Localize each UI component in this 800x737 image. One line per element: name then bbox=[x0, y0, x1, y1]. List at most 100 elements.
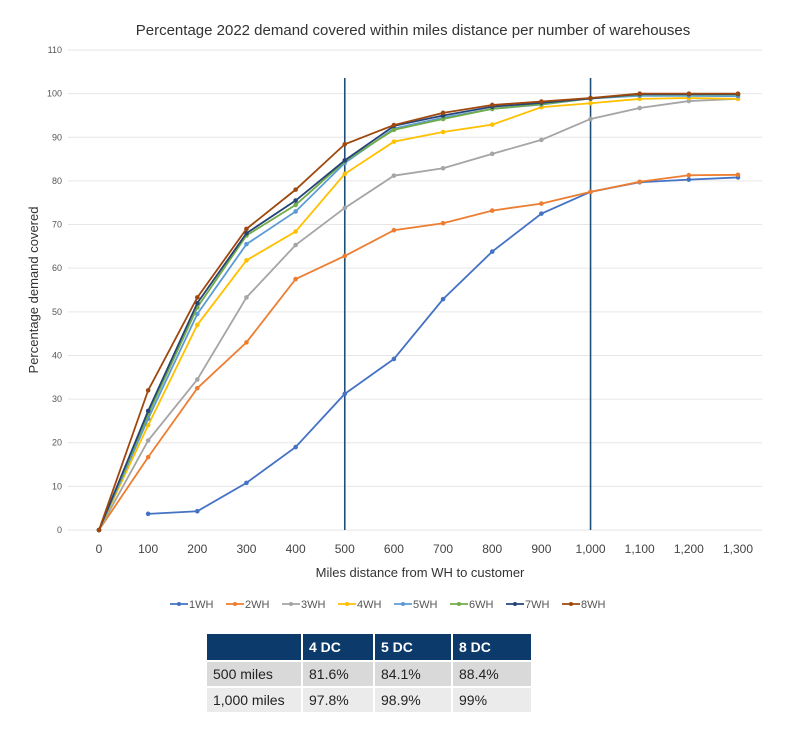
data-point bbox=[244, 295, 249, 300]
legend-label: 4WH bbox=[357, 599, 382, 611]
data-point bbox=[96, 527, 102, 533]
legend-label: 8WH bbox=[581, 599, 606, 611]
table-header-row: 4 DC 5 DC 8 DC bbox=[207, 634, 531, 660]
y-tick-label: 60 bbox=[52, 263, 62, 273]
line-chart: Percentage 2022 demand covered within mi… bbox=[26, 22, 762, 611]
table-cell: 98.9% bbox=[375, 688, 451, 712]
legend-marker-icon bbox=[289, 602, 293, 606]
table-header-cell: 4 DC bbox=[303, 634, 373, 660]
data-point bbox=[686, 91, 692, 96]
table-header-cell bbox=[207, 634, 301, 660]
data-point bbox=[440, 116, 446, 122]
legend-item: 1WH bbox=[170, 599, 214, 611]
series-2WH bbox=[96, 172, 741, 533]
data-point bbox=[342, 171, 348, 177]
data-point bbox=[293, 276, 298, 282]
x-tick-label: 600 bbox=[384, 542, 404, 556]
data-point bbox=[293, 444, 298, 450]
x-tick-label: 500 bbox=[335, 542, 355, 556]
data-point bbox=[588, 189, 593, 195]
legend-item: 8WH bbox=[562, 599, 606, 611]
data-point bbox=[440, 296, 446, 302]
data-point bbox=[293, 209, 298, 214]
x-tick-label: 100 bbox=[138, 542, 158, 556]
legend-item: 6WH bbox=[450, 599, 494, 611]
table-cell: 500 miles bbox=[207, 662, 301, 686]
data-point bbox=[145, 388, 151, 393]
data-point bbox=[195, 311, 200, 317]
data-point bbox=[440, 129, 446, 135]
series-line bbox=[98, 97, 739, 531]
data-point bbox=[244, 241, 249, 247]
series-8WH bbox=[96, 91, 741, 533]
y-tick-label: 40 bbox=[52, 350, 62, 360]
data-point bbox=[440, 110, 446, 116]
y-tick-label: 0 bbox=[57, 525, 62, 535]
y-tick-label: 50 bbox=[52, 307, 62, 317]
data-point bbox=[735, 91, 741, 96]
table-cell: 99% bbox=[453, 688, 531, 712]
data-point bbox=[342, 205, 348, 211]
data-point bbox=[588, 100, 593, 106]
data-point bbox=[539, 137, 544, 143]
data-point bbox=[145, 511, 151, 517]
x-tick-label: 1,000 bbox=[576, 542, 606, 556]
table-cell: 88.4% bbox=[453, 662, 531, 686]
data-point bbox=[489, 249, 495, 254]
y-tick-label: 100 bbox=[47, 89, 62, 99]
table-row: 1,000 miles 97.8% 98.9% 99% bbox=[207, 688, 531, 712]
legend-item: 7WH bbox=[506, 599, 550, 611]
legend-item: 5WH bbox=[394, 599, 438, 611]
series-line bbox=[98, 173, 739, 531]
x-tick-label: 700 bbox=[433, 542, 453, 556]
data-point bbox=[440, 165, 446, 171]
series-line bbox=[98, 94, 739, 531]
data-point bbox=[293, 187, 298, 192]
data-point bbox=[440, 220, 446, 226]
data-point bbox=[195, 377, 200, 382]
data-point bbox=[145, 454, 151, 460]
x-tick-label: 300 bbox=[236, 542, 256, 556]
data-point bbox=[735, 172, 741, 178]
table-row: 500 miles 81.6% 84.1% 88.4% bbox=[207, 662, 531, 686]
y-axis-label: Percentage demand covered bbox=[26, 207, 41, 374]
y-tick-label: 80 bbox=[52, 176, 62, 186]
data-point bbox=[244, 340, 249, 345]
y-tick-label: 70 bbox=[52, 220, 62, 230]
summary-table: 4 DC 5 DC 8 DC 500 miles 81.6% 84.1% 88.… bbox=[205, 632, 533, 714]
data-point bbox=[195, 300, 200, 306]
legend: 1WH 2WH 3WH 4WH 5WH 6WH 7WH 8WH bbox=[170, 599, 606, 611]
legend-marker-icon bbox=[233, 602, 237, 606]
data-point bbox=[195, 385, 200, 391]
table-header-cell: 5 DC bbox=[375, 634, 451, 660]
data-point bbox=[293, 229, 298, 234]
legend-marker-icon bbox=[177, 602, 181, 606]
data-point bbox=[489, 102, 495, 108]
data-point bbox=[244, 226, 249, 232]
table-cell: 81.6% bbox=[303, 662, 373, 686]
data-point bbox=[391, 139, 397, 144]
data-point bbox=[293, 198, 298, 203]
series-1WH bbox=[145, 175, 741, 517]
data-point bbox=[637, 91, 642, 96]
legend-marker-icon bbox=[569, 602, 573, 606]
data-point bbox=[489, 151, 495, 157]
data-point bbox=[391, 356, 397, 362]
x-tick-label: 400 bbox=[286, 542, 306, 556]
data-point bbox=[686, 177, 692, 182]
data-point bbox=[637, 179, 642, 185]
data-point bbox=[391, 122, 397, 128]
y-tick-label: 20 bbox=[52, 438, 62, 448]
legend-item: 3WH bbox=[282, 599, 326, 611]
legend-label: 6WH bbox=[469, 599, 494, 611]
data-point bbox=[342, 158, 348, 163]
y-tick-label: 30 bbox=[52, 394, 62, 404]
chart-title: Percentage 2022 demand covered within mi… bbox=[136, 22, 691, 39]
data-point bbox=[588, 116, 593, 122]
data-point bbox=[588, 95, 593, 101]
table-cell: 84.1% bbox=[375, 662, 451, 686]
data-point bbox=[342, 141, 348, 147]
data-point bbox=[195, 508, 200, 514]
table-cell: 1,000 miles bbox=[207, 688, 301, 712]
